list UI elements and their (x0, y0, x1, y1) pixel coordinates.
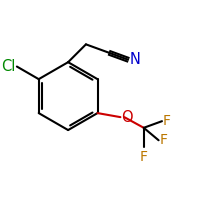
Text: F: F (163, 114, 171, 128)
Text: F: F (140, 150, 148, 164)
Text: F: F (160, 133, 168, 147)
Text: Cl: Cl (2, 59, 16, 74)
Text: O: O (121, 110, 133, 125)
Text: N: N (130, 52, 141, 67)
